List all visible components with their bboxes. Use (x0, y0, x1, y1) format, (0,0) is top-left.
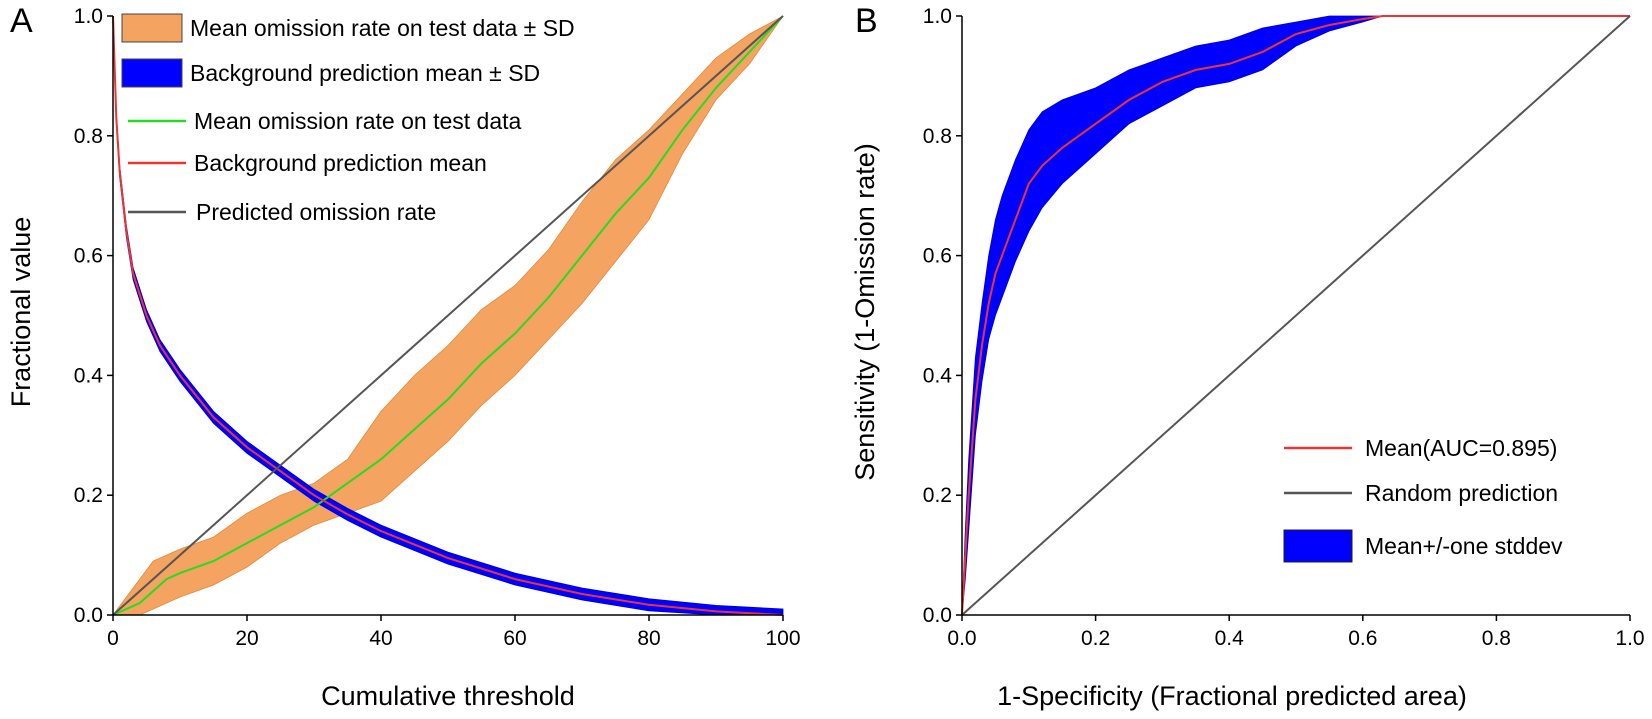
legend-label-predicted-omission: Predicted omission rate (196, 199, 436, 225)
panel-a-y-axis-label: Fractional value (6, 217, 36, 408)
y-tick-label: 0.2 (74, 484, 103, 507)
line-predicted-omission-rate (112, 15, 784, 616)
legend-label-test-omission-mean: Mean omission rate on test data (194, 108, 521, 134)
y-tick-label: 0.4 (74, 364, 104, 387)
x-tick-label: 0.8 (1482, 627, 1511, 650)
x-tick-label: 0.2 (1081, 627, 1110, 650)
line-mean-omission-rate-on-test-data (112, 15, 784, 616)
x-tick-label: 1.0 (1615, 627, 1644, 650)
x-tick-label: 0.6 (1348, 627, 1377, 650)
legend-label-background-mean: Background prediction mean (194, 150, 487, 176)
x-tick-label: 40 (369, 627, 392, 650)
panel-b: B 0.0 0.2 0.4 0.6 0.8 1.0 0.0 0.2 0.4 0.6 0.8 1.0 1… (850, 2, 1645, 711)
line-background-prediction-mean (112, 15, 784, 616)
y-tick-label: 0.0 (923, 604, 952, 627)
x-tick-label: 0.0 (947, 627, 976, 650)
y-tick-label: 0.8 (74, 125, 103, 148)
panel-b-y-axis-label: Sensitivity (1-Omission rate) (850, 143, 880, 481)
line-mean-auc-0-895- (961, 15, 1630, 616)
y-tick-label: 0.2 (923, 484, 952, 507)
panel-a-x-axis-label: Cumulative threshold (321, 681, 575, 711)
y-tick-label: 1.0 (74, 5, 103, 28)
panel-a-label: A (10, 2, 33, 40)
y-tick-label: 0.0 (74, 604, 103, 627)
panel-a: A 0 20 40 60 80 100 0.0 0.2 0.4 0.6 0.8 1.0 Cumulat… (6, 2, 801, 711)
x-tick-label: 0.4 (1215, 627, 1245, 650)
legend-swatch-test-omission-band (121, 13, 183, 43)
legend-label-background-band: Background prediction mean ± SD (190, 60, 540, 86)
line-random-prediction (961, 15, 1631, 616)
x-tick-label: 80 (637, 627, 660, 650)
x-tick-label: 20 (235, 627, 258, 650)
legend-label-random-prediction: Random prediction (1365, 480, 1558, 506)
legend-swatch-background-band (121, 58, 183, 88)
x-tick-label: 100 (765, 627, 800, 650)
panel-b-x-axis-label: 1-Specificity (Fractional predicted area… (997, 681, 1467, 711)
y-tick-label: 1.0 (923, 5, 952, 28)
x-tick-label: 0 (107, 627, 119, 650)
legend-label-stddev-band: Mean+/-one stddev (1365, 533, 1563, 559)
y-tick-label: 0.6 (74, 245, 103, 268)
band-mean-auc-0-895- (961, 15, 1630, 616)
y-tick-label: 0.8 (923, 125, 952, 148)
panel-a-legend: Mean omission rate on test data ± SD Bac… (121, 13, 575, 225)
legend-swatch-stddev-band (1283, 529, 1353, 563)
panel-b-label: B (855, 2, 878, 40)
legend-label-mean-auc: Mean(AUC=0.895) (1365, 435, 1557, 461)
panel-b-legend: Mean(AUC=0.895) Random prediction Mean+/… (1283, 435, 1563, 563)
y-tick-label: 0.6 (923, 245, 952, 268)
x-tick-label: 60 (503, 627, 526, 650)
y-tick-label: 0.4 (923, 364, 953, 387)
legend-label-test-omission-band: Mean omission rate on test data ± SD (190, 15, 575, 41)
